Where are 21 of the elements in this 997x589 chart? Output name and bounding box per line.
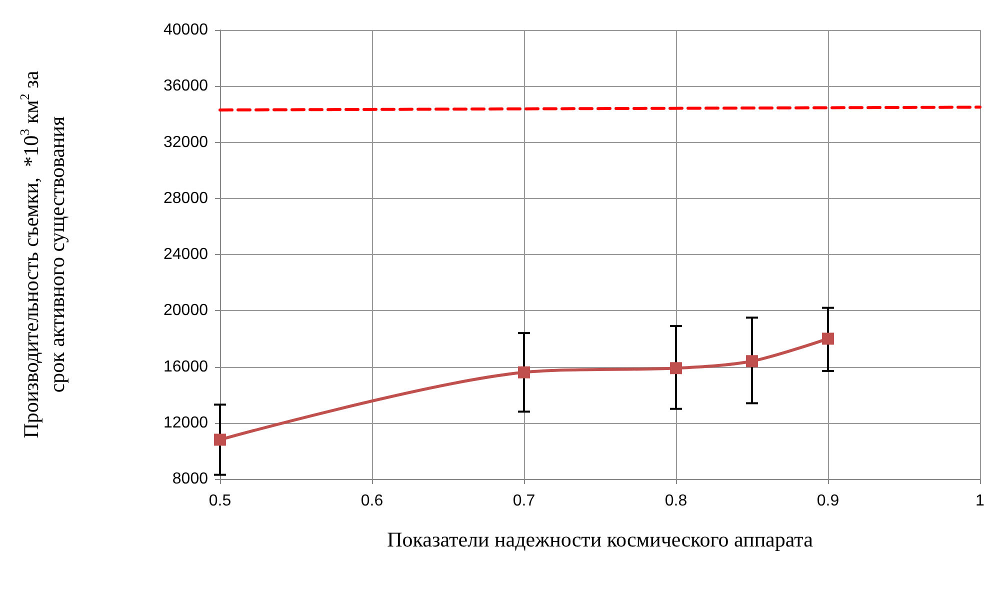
x-axis-title: Показатели надежности космического аппарата (387, 528, 814, 552)
y-tick-label: 16000 (164, 358, 208, 376)
x-tick-label: 0.8 (664, 492, 688, 510)
point (746, 355, 758, 368)
point (518, 366, 530, 378)
y-tick-label: 24000 (164, 246, 208, 263)
x-tick-label: 1 (976, 492, 985, 510)
y-tick-label: 8000 (172, 470, 208, 488)
y-tick-label: 28000 (164, 190, 208, 207)
point (822, 332, 834, 345)
y-tick-label: 32000 (164, 134, 208, 151)
x-tick-label: 0.9 (816, 492, 840, 510)
x-tick-label: 0.5 (208, 492, 232, 510)
y-tick-label: 36000 (164, 78, 208, 95)
x-tick-label: 0.7 (512, 492, 536, 510)
point (214, 434, 226, 446)
y-tick-label: 40000 (164, 22, 208, 38)
y-tick-label: 20000 (164, 302, 208, 320)
x-tick-label: 0.6 (360, 492, 384, 510)
point (670, 362, 682, 374)
y-tick-label: 12000 (164, 414, 208, 432)
